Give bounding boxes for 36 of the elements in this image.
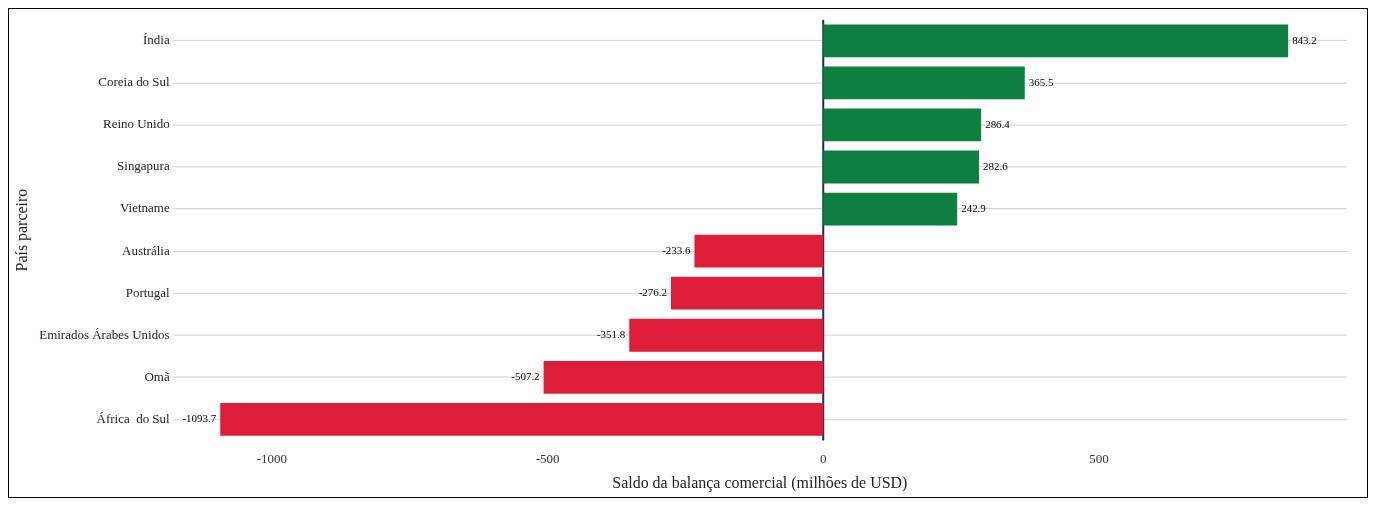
bar [670, 276, 824, 310]
data-label: 282.6 [983, 159, 1009, 172]
y-tick-label: África do Sul [96, 410, 171, 426]
x-axis-title: Saldo da balança comercial (milhões de USD) [612, 473, 908, 492]
bar [823, 192, 958, 226]
data-label: 242.9 [961, 201, 987, 214]
bar [220, 402, 824, 436]
data-label: 843.2 [1292, 33, 1317, 46]
data-label: 365.5 [1028, 75, 1054, 88]
y-tick-label: Omã [144, 368, 170, 384]
data-label: -507.2 [511, 370, 540, 383]
y-tick-label: Portugal [125, 284, 171, 300]
y-tick-label: Índia [143, 32, 170, 48]
y-tick-label: Coreia do Sul [98, 74, 171, 90]
bar [823, 66, 1025, 100]
data-label: 286.4 [985, 117, 1011, 130]
y-axis-title: País parceiro [12, 188, 31, 272]
y-tick-label: Vietname [120, 200, 170, 216]
y-tick-label: Reino Unido [103, 116, 170, 132]
bar [629, 318, 824, 352]
x-tick-label: -500 [535, 450, 560, 466]
y-tick-label: Austrália [122, 242, 170, 258]
data-label: -233.6 [662, 244, 691, 256]
bar [543, 360, 824, 394]
bar [823, 108, 982, 142]
data-label: -276.2 [638, 286, 667, 299]
x-tick-label: -1000 [256, 450, 288, 466]
y-tick-label: Emirados Árabes Unidos [39, 326, 170, 342]
bar [823, 150, 980, 184]
data-label: -351.8 [596, 328, 626, 341]
x-tick-label: 500 [1089, 450, 1109, 466]
bar [823, 24, 1289, 58]
bar [694, 234, 824, 268]
y-tick-label: Singapura [117, 158, 170, 174]
x-tick-label: 0 [820, 450, 827, 466]
data-label: -1093.7 [182, 412, 217, 425]
